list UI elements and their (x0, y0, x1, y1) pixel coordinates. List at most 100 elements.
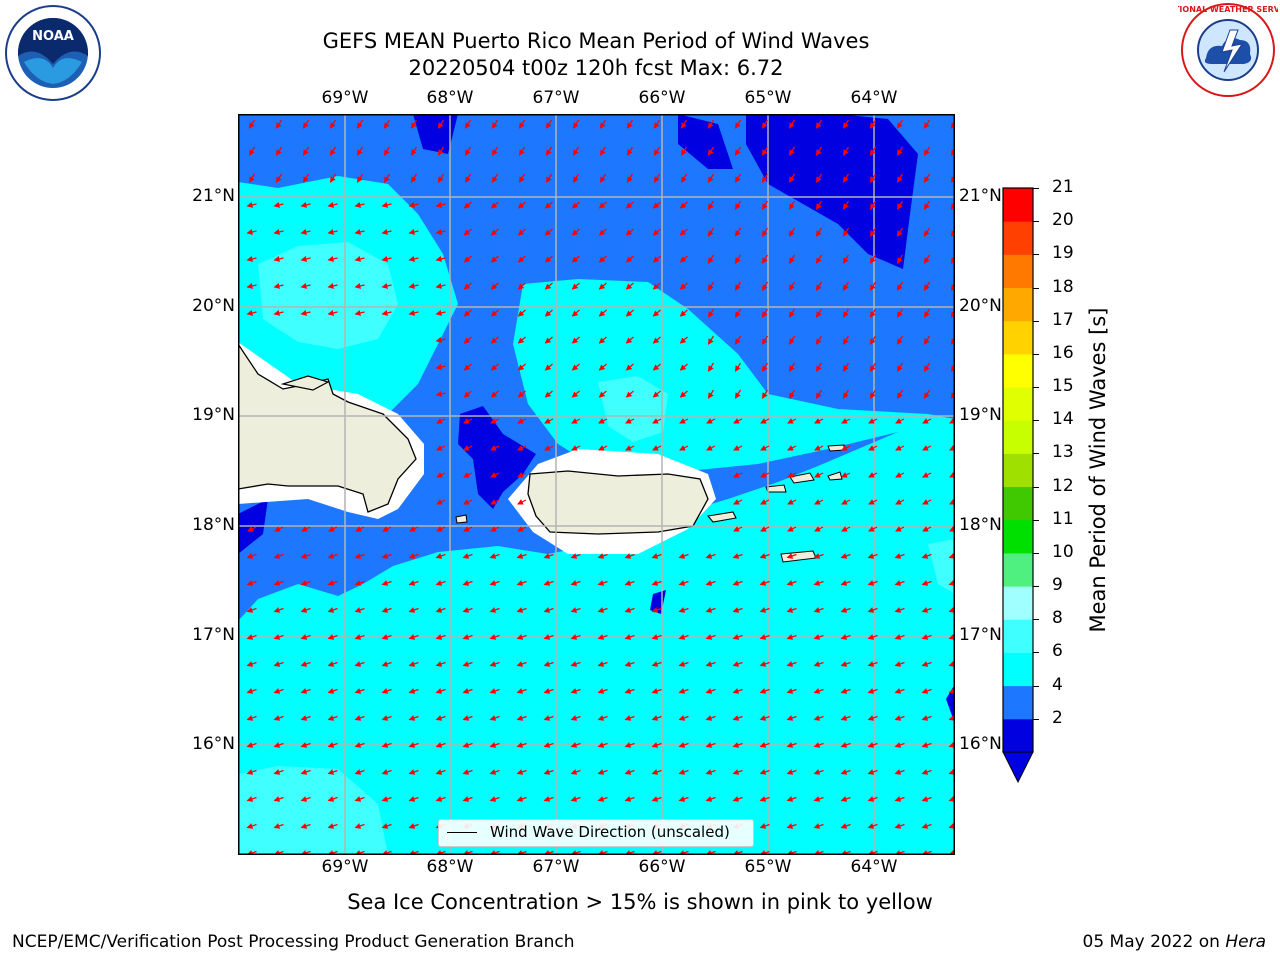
wave-direction-arrow (328, 526, 338, 532)
wave-direction-arrow (599, 146, 607, 156)
wave-direction-arrow (410, 173, 418, 183)
wave-direction-arrow (625, 336, 634, 344)
wave-direction-arrow (516, 661, 527, 667)
wave-direction-arrow (815, 389, 823, 399)
colorbar-tick-label: 10 (1052, 541, 1074, 562)
wave-direction-arrow (490, 445, 500, 451)
wave-direction-arrow (678, 580, 689, 586)
colorbar-tick (1033, 586, 1039, 588)
colorbar-cell (1003, 254, 1033, 289)
wave-direction-arrow (436, 526, 446, 532)
wave-direction-arrow (786, 742, 797, 748)
wave-direction-arrow (759, 715, 770, 721)
colorbar-tick (1033, 387, 1039, 389)
wave-direction-arrow (624, 796, 635, 802)
wave-direction-arrow (895, 472, 905, 478)
colorbar-tick-label: 19 (1052, 243, 1074, 264)
wave-direction-arrow (462, 661, 473, 667)
wave-direction-arrow (463, 418, 473, 424)
wave-direction-arrow (463, 282, 472, 290)
wave-direction-arrow (489, 580, 500, 586)
lat-label-right: 16°N (959, 734, 1002, 754)
land-island (455, 514, 468, 524)
wave-direction-arrow (626, 173, 634, 183)
wave-direction-arrow (408, 634, 419, 640)
colorbar-tick-label: 21 (1052, 177, 1074, 197)
wave-direction-arrow (705, 769, 716, 775)
wave-direction-arrow (680, 173, 688, 183)
colorbar-cell (1003, 586, 1033, 620)
wave-direction-arrow (840, 607, 851, 613)
wave-direction-arrow (516, 553, 527, 559)
colorbar-cell (1003, 353, 1033, 388)
wave-direction-arrow (842, 119, 850, 129)
wave-direction-arrow (678, 769, 689, 775)
wave-direction-arrow (273, 580, 284, 586)
wave-direction-arrow (734, 281, 742, 291)
wave-direction-arrow (869, 362, 877, 372)
lat-label-right: 17°N (959, 625, 1002, 645)
wave-direction-arrow (300, 796, 311, 802)
wave-direction-arrow (543, 715, 554, 721)
band-0-2 (458, 406, 536, 509)
wave-direction-arrow (761, 173, 769, 183)
wave-direction-arrow (732, 607, 743, 613)
wave-direction-arrow (597, 553, 608, 559)
wave-direction-arrow (410, 119, 418, 129)
wave-direction-arrow (678, 634, 689, 640)
nws-logo-text: NATIONAL WEATHER SERVICE (1178, 5, 1278, 14)
land-virgin-islands (827, 471, 843, 481)
colorbar-cell (1003, 486, 1033, 521)
wave-direction-arrow (679, 255, 688, 263)
wave-direction-arrow (463, 526, 473, 532)
wave-direction-arrow (327, 823, 338, 829)
wave-direction-arrow (786, 769, 797, 775)
legend-label: Wind Wave Direction (unscaled) (490, 823, 730, 841)
wave-direction-arrow (923, 200, 931, 210)
wave-direction-arrow (408, 823, 419, 829)
wave-direction-arrow (679, 445, 689, 451)
colorbar-tick-label: 17 (1052, 309, 1074, 330)
wave-direction-arrow (759, 796, 770, 802)
wave-direction-arrow (300, 634, 311, 640)
wave-direction-arrow (867, 769, 878, 775)
wave-direction-arrow (354, 282, 365, 289)
colorbar-cell (1003, 685, 1033, 720)
wave-direction-arrow (517, 336, 526, 344)
wave-direction-arrow (273, 796, 284, 802)
wave-direction-arrow (437, 146, 445, 156)
wave-direction-arrow (705, 661, 716, 667)
colorbar-cell (1003, 552, 1033, 587)
colorbar-tick-label: 16 (1052, 342, 1074, 363)
wave-direction-arrow (490, 201, 499, 209)
wave-direction-arrow (867, 661, 878, 667)
wave-direction-arrow (896, 389, 904, 399)
wave-direction-arrow (921, 553, 932, 559)
wave-direction-arrow (545, 173, 553, 183)
wave-direction-arrow (462, 769, 473, 775)
wave-direction-arrow (921, 607, 932, 613)
wave-direction-arrow (786, 553, 797, 559)
wave-direction-arrow (842, 254, 850, 264)
wave-direction-arrow (786, 607, 797, 613)
wave-direction-arrow (760, 418, 770, 424)
wave-direction-arrow (436, 418, 446, 424)
wave-direction-arrow (869, 335, 877, 345)
wave-direction-arrow (707, 173, 715, 183)
wave-direction-arrow (598, 336, 607, 344)
colorbar-tick (1033, 685, 1039, 687)
wave-direction-arrow (490, 418, 500, 424)
wave-direction-arrow (625, 228, 634, 236)
wave-direction-arrow (246, 282, 257, 289)
band-6-8 (258, 242, 398, 349)
wave-direction-arrow (489, 796, 500, 802)
wave-direction-arrow (896, 308, 904, 318)
wave-direction-arrow (626, 146, 634, 156)
wave-direction-arrow (652, 228, 661, 236)
wave-direction-arrow (409, 526, 419, 532)
wave-direction-arrow (761, 119, 769, 129)
wave-direction-arrow (705, 715, 716, 721)
wave-direction-arrow (761, 335, 769, 345)
wave-direction-arrow (327, 634, 338, 640)
wave-direction-arrow (734, 119, 742, 129)
